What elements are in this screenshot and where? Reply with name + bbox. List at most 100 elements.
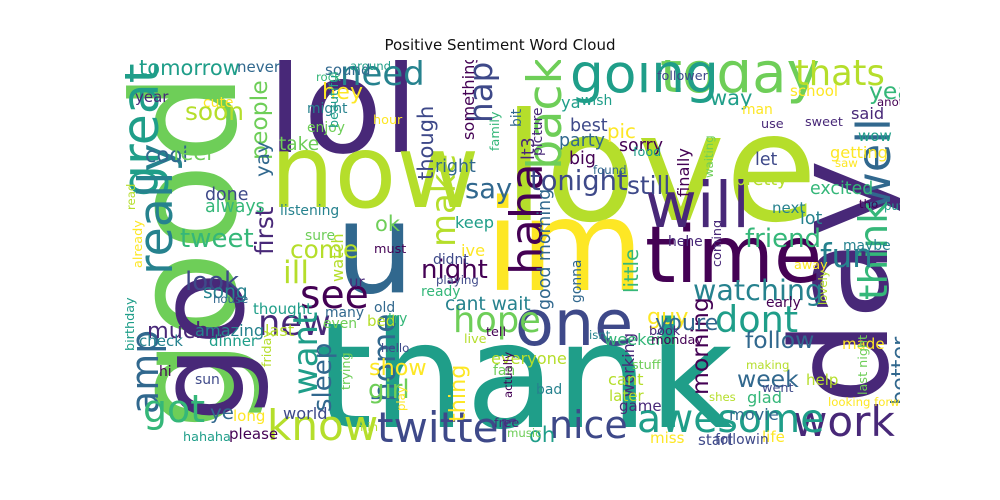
word-later: later	[609, 387, 644, 405]
word-birthday: birthday	[125, 297, 138, 351]
word-cant: cant	[608, 370, 643, 389]
word-enjoy: enjoy	[307, 120, 345, 136]
word-know: know	[267, 401, 378, 445]
word-next: next	[772, 199, 805, 217]
word-hahaha: hahaha	[183, 430, 231, 445]
word-though: though	[414, 106, 438, 180]
word-im: im	[485, 172, 644, 320]
word-new: new	[258, 303, 331, 344]
word-thats: thats	[795, 60, 885, 94]
word-think: think	[852, 201, 897, 300]
word-youre: youre	[655, 310, 718, 336]
word-found: found	[593, 163, 627, 177]
word-come: come	[290, 235, 358, 264]
word-sweet: sweet	[805, 115, 843, 130]
word-something: something	[459, 60, 478, 140]
word-watching: watching	[693, 273, 823, 307]
word-yeah: yeah	[869, 77, 900, 105]
word-cute: cute	[203, 95, 233, 111]
word-might: might	[307, 101, 348, 117]
word-take: take	[279, 134, 319, 155]
word-cant-wait: cant wait	[445, 294, 531, 315]
word-lovely: lovely	[816, 270, 830, 305]
word-thought: thought	[253, 300, 312, 318]
word-wish: wish	[581, 93, 612, 109]
word-waiting: waiting	[702, 135, 716, 178]
word-finally: finally	[674, 148, 693, 197]
word-read: read	[125, 184, 138, 210]
word-thank: thank	[315, 291, 733, 445]
word-must: must	[374, 242, 406, 257]
word-keep: keep	[455, 213, 494, 232]
word-min: min	[356, 420, 378, 434]
word-tweet: tweet	[180, 224, 254, 254]
word-friday: friday	[260, 330, 275, 367]
word-went: went	[762, 381, 793, 396]
word-sorry: sorry	[619, 136, 663, 156]
word-friend: friend	[745, 224, 821, 254]
word-party: party	[559, 131, 605, 151]
word-shes: shes	[709, 390, 736, 404]
word-coming: coming	[710, 220, 725, 267]
word-morning: morning	[686, 297, 714, 395]
word-never: never	[237, 60, 281, 76]
word-another: another	[877, 95, 900, 109]
word-year: year	[135, 88, 169, 106]
word-yay: yay	[251, 141, 274, 177]
word-old: old	[374, 300, 395, 316]
word-going: going	[570, 60, 719, 105]
word-feel: feel	[173, 141, 212, 165]
word-hello: hello	[381, 341, 409, 355]
word-weekend: weekend	[604, 330, 676, 349]
word-twitter: twitter	[377, 403, 517, 445]
word-sure: sure	[305, 228, 335, 244]
word-around: around	[350, 60, 391, 73]
word-wow: wow	[858, 127, 892, 145]
word-great: great	[125, 63, 170, 197]
word-better: better	[887, 336, 900, 405]
word-bit: bit	[509, 108, 525, 127]
word-help: help	[806, 371, 838, 389]
word-sound: sound	[325, 61, 371, 79]
word-back: back	[518, 60, 573, 170]
word-amazing: amazing	[195, 321, 264, 340]
word-amp: amp	[125, 330, 167, 414]
word-soon: soon	[185, 97, 244, 126]
word-follow: follow	[745, 326, 814, 354]
word-go: go	[132, 272, 272, 422]
chart-title: Positive Sentiment Word Cloud	[384, 36, 616, 54]
word-lt3: lt3	[519, 137, 539, 160]
word-good: good	[125, 73, 269, 430]
word-sleep: sleep	[308, 343, 338, 412]
word-saw: saw	[835, 156, 858, 170]
word-lol: lol	[267, 60, 419, 183]
word-let: let	[755, 150, 778, 170]
word-actually: actually	[501, 352, 515, 398]
word-lot: lot	[800, 209, 822, 229]
word-still: still	[627, 171, 670, 200]
word-excited: excited	[810, 179, 873, 199]
word-free: free	[494, 416, 519, 431]
word-said: said	[851, 104, 884, 123]
word-didnt: didnt	[433, 252, 469, 268]
word-thing: thing	[445, 365, 471, 422]
word-look: look	[185, 267, 239, 297]
word-check: check	[139, 332, 183, 350]
word-many: many	[325, 305, 364, 321]
word-song: song	[203, 282, 248, 303]
word-hey: hey	[322, 79, 363, 105]
word-food: food	[633, 145, 661, 160]
word-much: much	[147, 318, 209, 344]
word-will: will	[645, 168, 750, 242]
word-make: make	[424, 154, 463, 247]
word-working: working	[619, 333, 638, 397]
word-school: school	[790, 82, 838, 100]
word-always: always	[205, 197, 265, 217]
word-man: man	[742, 102, 773, 118]
word-u: u	[335, 176, 415, 322]
word-got: got	[143, 387, 205, 431]
word-girl: girl	[368, 375, 410, 405]
word-love: love	[503, 82, 818, 256]
word-early: early	[766, 295, 801, 311]
word-isnt: isnt	[589, 328, 611, 342]
